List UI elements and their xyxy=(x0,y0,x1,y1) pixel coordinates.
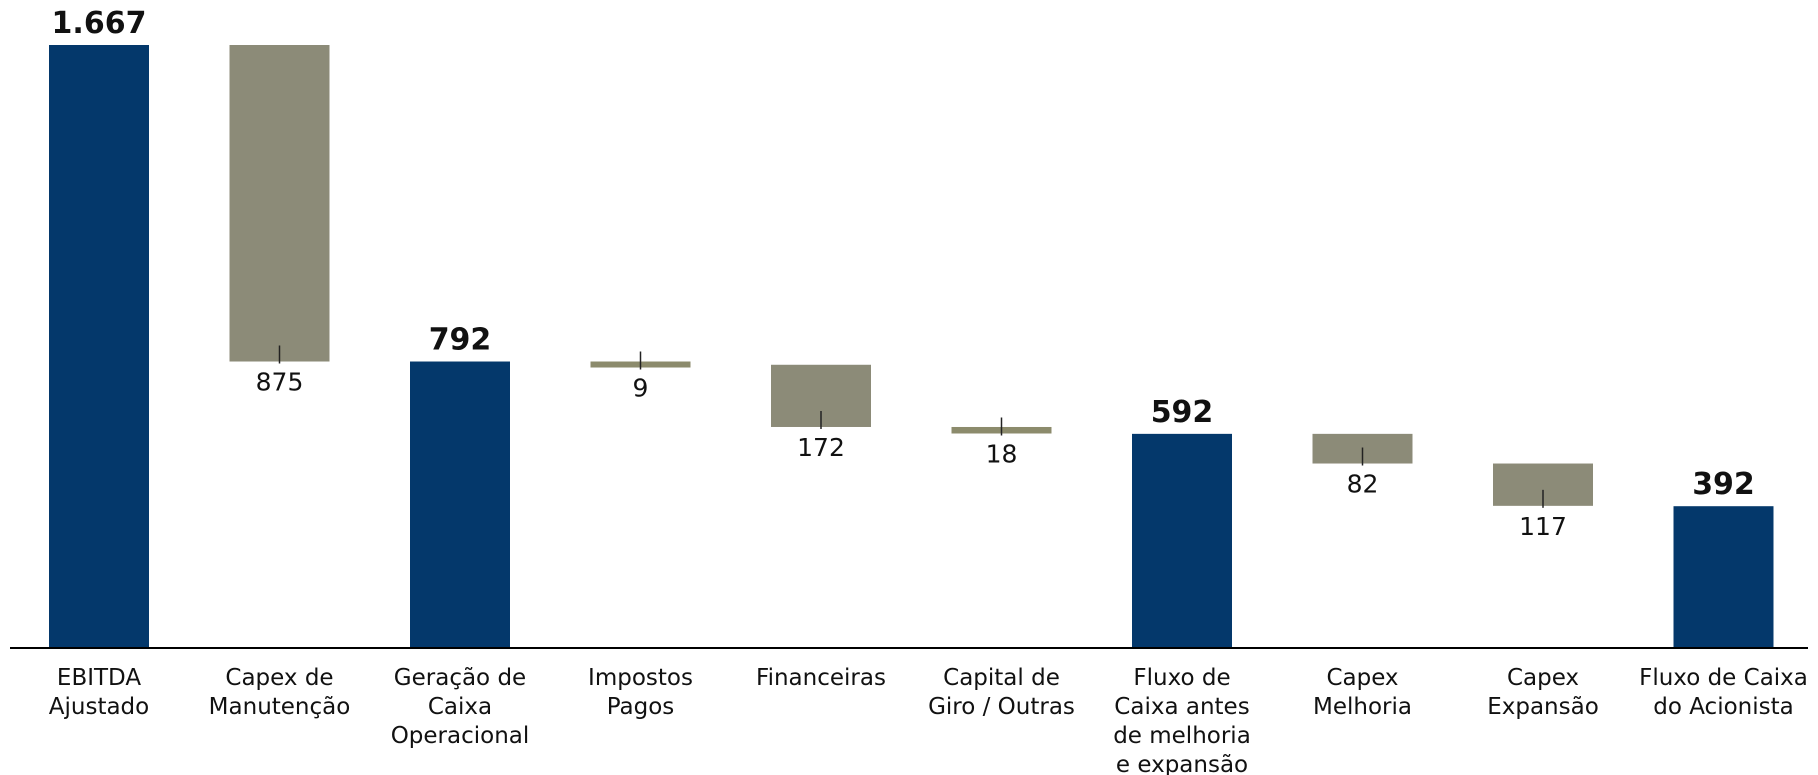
decrease-value-label: 117 xyxy=(1519,512,1567,541)
category-label-line: do Acionista xyxy=(1653,694,1793,720)
category-label-line: EBITDA xyxy=(57,665,141,691)
category-label: Fluxo de Caixa do Acionista xyxy=(1639,665,1808,720)
category-label-line: Impostos xyxy=(588,665,693,691)
category-label-line: e expansão xyxy=(1116,752,1248,775)
category-label-line: Manutenção xyxy=(209,694,351,720)
decrease-value-label: 82 xyxy=(1347,470,1379,499)
category-label-line: Financeiras xyxy=(756,665,886,691)
category-label-line: Caixa xyxy=(428,694,492,720)
category-label: Capital de Giro / Outras xyxy=(928,665,1075,720)
category-label-line: Ajustado xyxy=(49,694,149,720)
total-value-label: 392 xyxy=(1692,467,1755,502)
total-bar xyxy=(49,45,149,648)
category-label-line: Fluxo de xyxy=(1133,665,1230,691)
category-label-line: Giro / Outras xyxy=(928,694,1075,720)
category-label: Geração de Caixa Operacional xyxy=(391,665,530,749)
category-label-line: Melhoria xyxy=(1313,694,1412,720)
category-label-line: Pagos xyxy=(607,694,675,720)
category-label: Capex Melhoria xyxy=(1313,665,1412,720)
category-label-line: Fluxo de Caixa xyxy=(1639,665,1808,691)
decrease-value-label: 18 xyxy=(986,439,1018,468)
category-label: EBITDA Ajustado xyxy=(49,665,149,720)
total-value-label: 592 xyxy=(1151,395,1214,430)
category-label-line: Capital de xyxy=(943,665,1060,691)
total-bar xyxy=(410,361,510,648)
decrease-value-label: 172 xyxy=(797,433,845,462)
decrease-value-label: 875 xyxy=(256,368,304,397)
category-label-line: Caixa antes xyxy=(1114,694,1249,720)
total-value-label: 1.667 xyxy=(52,6,147,41)
category-label-line: Operacional xyxy=(391,723,530,749)
category-label-line: Capex xyxy=(1326,665,1398,691)
total-bar xyxy=(1132,433,1232,648)
category-label-line: de melhoria xyxy=(1113,723,1251,749)
category-label: Impostos Pagos xyxy=(588,665,693,720)
category-label: Financeiras xyxy=(756,665,886,691)
category-label: Capex Expansão xyxy=(1487,665,1599,720)
category-label-line: Geração de xyxy=(394,665,526,691)
category-label-line: Capex de xyxy=(225,665,333,691)
category-label: Fluxo de Caixa antes de melhoria e expansão xyxy=(1113,665,1251,775)
category-label: Capex de Manutenção xyxy=(209,665,351,720)
category-label-line: Expansão xyxy=(1487,694,1599,720)
decrease-value-label: 9 xyxy=(633,374,649,403)
total-bar xyxy=(1673,506,1774,648)
category-label-line: Capex xyxy=(1507,665,1579,691)
decrease-bar xyxy=(229,45,330,362)
total-value-label: 792 xyxy=(429,323,492,358)
